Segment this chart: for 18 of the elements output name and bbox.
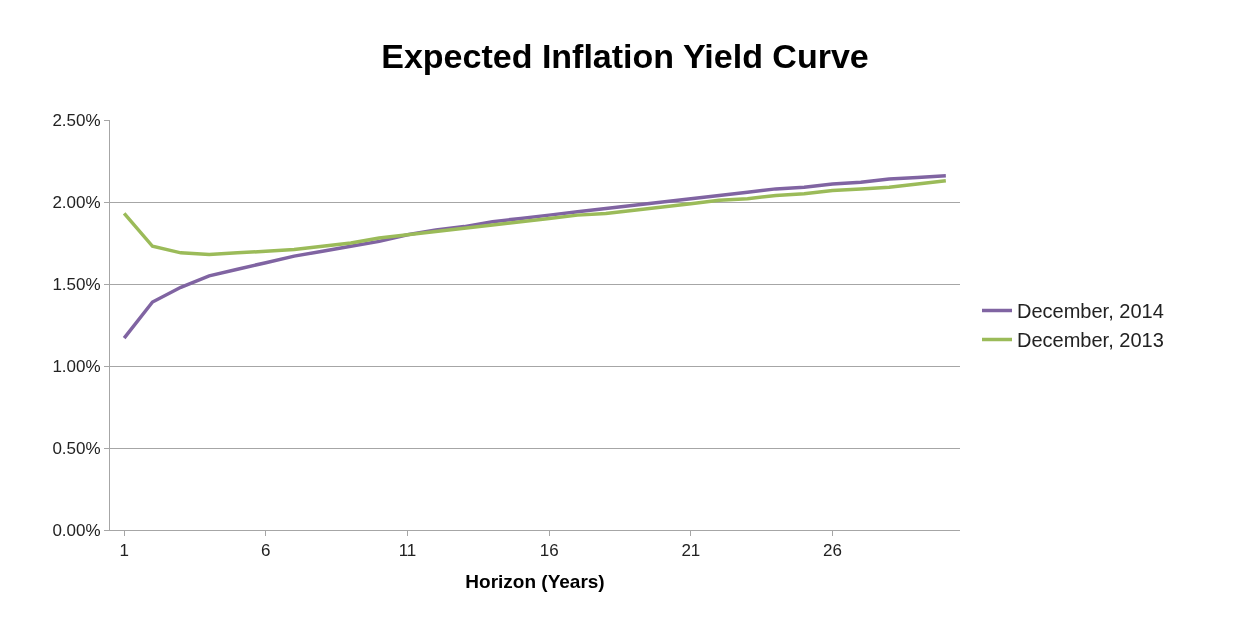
legend-label: December, 2013 — [1017, 329, 1164, 352]
y-tick-label: 0.50% — [52, 438, 101, 458]
x-tick-label: 1 — [119, 541, 129, 561]
y-tick-label: 1.00% — [52, 356, 101, 376]
y-tick-label: 0.00% — [52, 520, 101, 540]
legend-label: December, 2014 — [1017, 300, 1164, 323]
x-tick-label: 6 — [261, 541, 271, 561]
line-series — [122, 178, 948, 257]
x-tick-label: 16 — [539, 541, 559, 561]
x-axis-title: Horizon (Years) — [465, 571, 605, 593]
x-tick-label: 11 — [398, 541, 417, 561]
chart-title: Expected Inflation Yield Curve — [381, 36, 869, 75]
y-tick-label: 1.50% — [52, 274, 101, 294]
x-tick-label: 21 — [681, 541, 701, 561]
y-tick-label: 2.50% — [52, 110, 101, 130]
x-tick-label: 26 — [823, 541, 842, 561]
line-series — [122, 174, 948, 340]
y-tick-label: 2.00% — [52, 192, 101, 212]
